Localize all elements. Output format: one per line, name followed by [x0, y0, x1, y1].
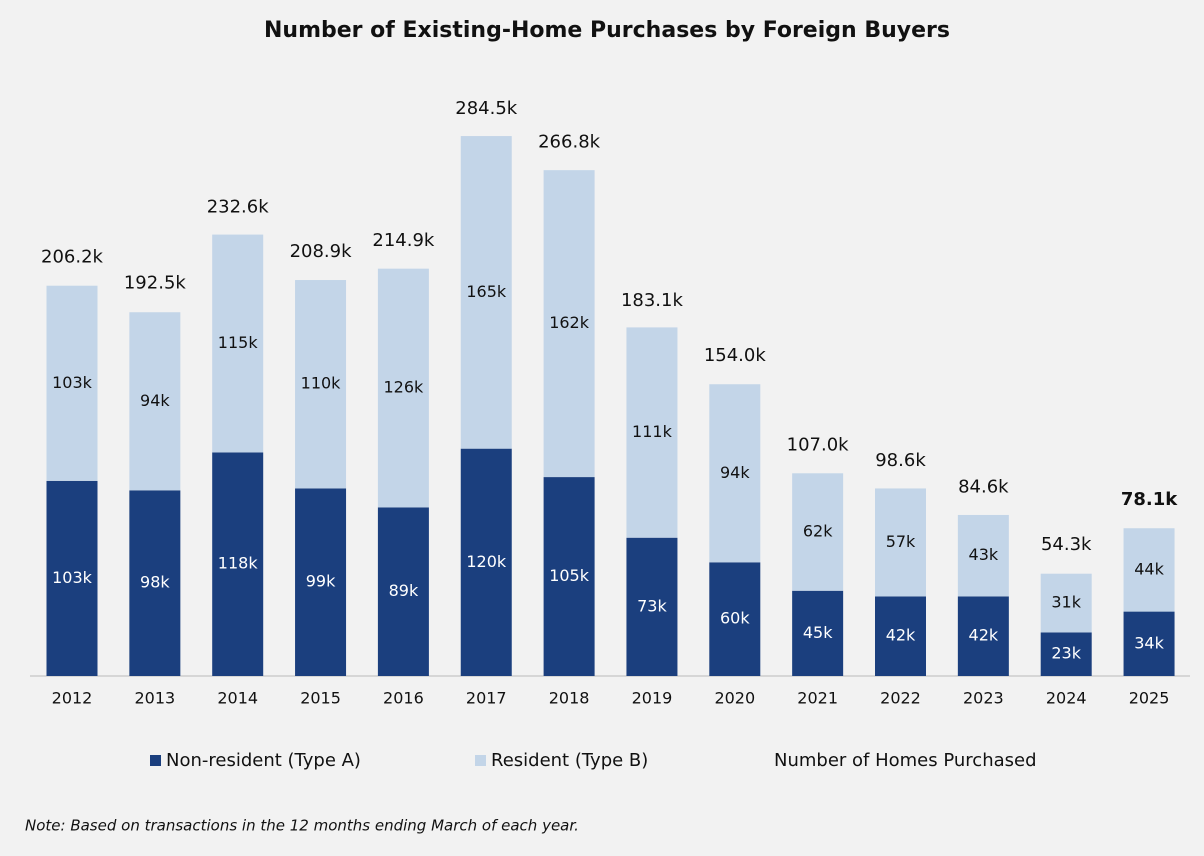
chart-title: Number of Existing-Home Purchases by For…: [264, 18, 950, 43]
data-label: 99k: [306, 572, 336, 591]
bar-segment: [377, 507, 429, 676]
data-label: 103k: [52, 568, 93, 587]
total-label: 84.6k: [958, 477, 1009, 498]
total-label: 192.5k: [124, 272, 187, 293]
total-label: 214.9k: [372, 230, 435, 251]
total-label: 266.8k: [538, 132, 601, 153]
legend-label: Non-resident (Type A): [166, 750, 361, 771]
x-tick-label: 2025: [1129, 689, 1170, 708]
legend-label: Resident (Type B): [491, 750, 648, 771]
x-tick-label: 2019: [632, 689, 673, 708]
x-tick-label: 2018: [549, 689, 590, 708]
data-label: 126k: [383, 378, 424, 397]
data-label: 34k: [1134, 633, 1164, 652]
data-label: 23k: [1051, 644, 1081, 663]
data-label: 43k: [969, 545, 999, 564]
data-label: 111k: [632, 422, 673, 441]
bar-segment: [792, 590, 844, 676]
data-label: 162k: [549, 313, 590, 332]
x-tick-label: 2023: [963, 689, 1004, 708]
bar-segment: [212, 452, 264, 676]
data-label: 94k: [140, 391, 170, 410]
total-label: 206.2k: [41, 246, 104, 267]
data-label: 103k: [52, 373, 93, 392]
bar-segment: [377, 268, 429, 508]
bar-segment: [295, 280, 347, 489]
bar-segment: [129, 490, 181, 676]
data-label: 60k: [720, 609, 750, 628]
bar-segment: [1123, 611, 1175, 676]
bar-segment: [875, 596, 926, 676]
x-tick-label: 2021: [797, 689, 838, 708]
total-label: 154.0k: [704, 345, 767, 366]
bar-segment: [1040, 632, 1092, 676]
total-label: 208.9k: [290, 241, 353, 262]
total-label: 98.6k: [875, 450, 926, 471]
x-tick-label: 2012: [52, 689, 93, 708]
data-label: 105k: [549, 566, 590, 585]
legend-label: Number of Homes Purchased: [774, 750, 1037, 771]
bar-segment: [46, 480, 98, 676]
data-label: 165k: [466, 282, 507, 301]
legend-swatch: [150, 755, 161, 766]
legend-swatch: [475, 755, 486, 766]
bar-segment: [792, 473, 844, 591]
total-label: 232.6k: [207, 196, 270, 217]
bar-segment: [460, 136, 512, 449]
bar-segment: [626, 327, 678, 538]
data-label: 98k: [140, 573, 170, 592]
x-tick-label: 2016: [383, 689, 424, 708]
bar-segment: [212, 234, 264, 453]
data-label: 44k: [1134, 559, 1164, 578]
data-label: 94k: [720, 463, 750, 482]
data-label: 118k: [218, 554, 259, 573]
x-tick-label: 2014: [217, 689, 258, 708]
x-tick-label: 2022: [880, 689, 921, 708]
bar-segment: [543, 170, 595, 478]
total-label: 284.5k: [455, 98, 518, 119]
bar-segment: [709, 384, 761, 563]
data-label: 120k: [466, 552, 507, 571]
bar-segment: [709, 562, 761, 676]
bar-segment: [295, 488, 347, 676]
data-label: 31k: [1051, 593, 1081, 612]
bar-segment: [129, 312, 181, 491]
data-label: 57k: [886, 532, 916, 551]
total-label: 78.1k: [1121, 489, 1178, 510]
data-label: 110k: [301, 374, 342, 393]
data-label: 62k: [803, 522, 833, 541]
bar-segment: [1123, 528, 1175, 612]
x-tick-label: 2013: [134, 689, 175, 708]
note: Note: Based on transactions in the 12 mo…: [25, 817, 579, 835]
bar-segment: [46, 285, 98, 481]
data-label: 42k: [969, 626, 999, 645]
bar-segment: [957, 596, 1009, 676]
x-tick-label: 2015: [300, 689, 341, 708]
total-label: 107.0k: [787, 434, 850, 455]
data-label: 89k: [389, 581, 419, 600]
data-label: 42k: [886, 626, 916, 645]
x-tick-label: 2024: [1046, 689, 1087, 708]
bar-segment: [1040, 573, 1092, 633]
data-label: 115k: [218, 333, 259, 352]
bar-segment: [543, 477, 595, 676]
data-label: 73k: [637, 596, 667, 615]
bar-segment: [875, 488, 926, 597]
bar-segment: [957, 514, 1009, 597]
data-label: 45k: [803, 623, 833, 642]
total-label: 54.3k: [1041, 534, 1092, 555]
x-tick-label: 2020: [714, 689, 755, 708]
x-tick-label: 2017: [466, 689, 507, 708]
bar-segment: [460, 448, 512, 676]
bar-segment: [626, 537, 678, 676]
total-label: 183.1k: [621, 290, 684, 311]
